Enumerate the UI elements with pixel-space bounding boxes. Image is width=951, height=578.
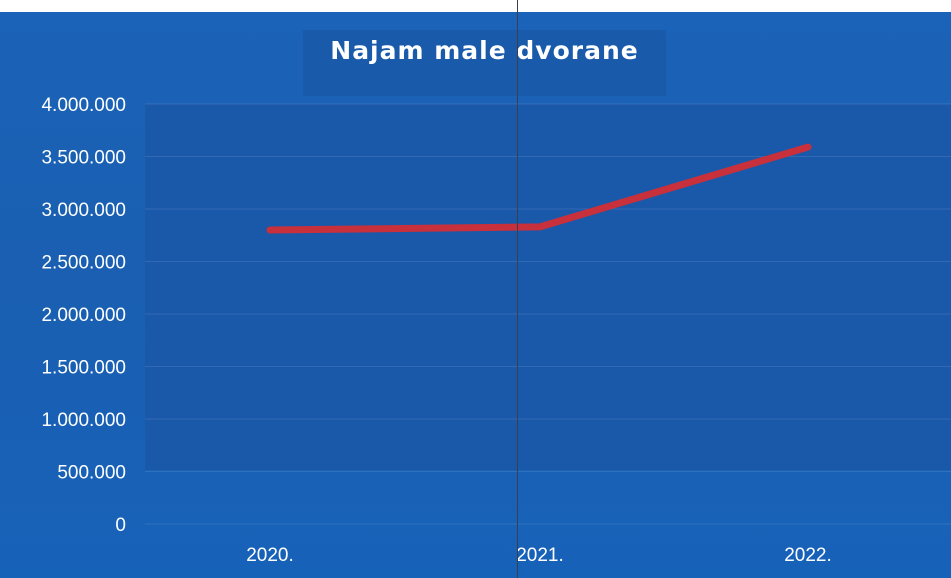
grid-lines: [145, 103, 951, 525]
y-tick-label: 4.000.000: [41, 95, 126, 116]
series-lines: [266, 143, 812, 234]
plot-area-band: [145, 104, 951, 470]
x-tick-label: 2022.: [784, 545, 832, 566]
y-tick-label: 0: [115, 515, 126, 536]
y-tick-label: 2.000.000: [41, 305, 126, 326]
chart-title-box: [303, 30, 666, 96]
x-tick-label: 2020.: [246, 545, 294, 566]
y-axis-ticks: 0 500.000 1.000.000 1.500.000 2.000.000 2.500…: [41, 95, 126, 536]
y-tick-label: 500.000: [57, 463, 126, 484]
y-tick-label: 3.500.000: [41, 148, 126, 169]
x-tick-label: 2021.: [516, 545, 564, 566]
y-tick-label: 3.000.000: [41, 200, 126, 221]
y-tick-label: 1.500.000: [41, 358, 126, 379]
chart-title: Najam male dvorane: [330, 36, 639, 65]
y-tick-label: 2.500.000: [41, 253, 126, 274]
y-tick-label: 1.000.000: [41, 410, 126, 431]
x-axis-ticks: 2020. 2021. 2022.: [246, 545, 832, 566]
vertical-scan-line: [517, 0, 518, 578]
series-line: [266, 143, 812, 234]
